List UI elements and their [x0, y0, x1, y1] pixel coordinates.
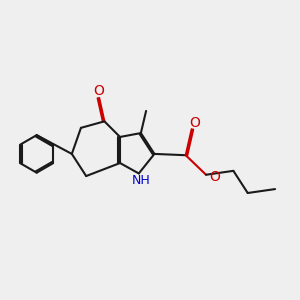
Text: methyl_hidden: methyl_hidden	[143, 103, 153, 105]
Text: O: O	[210, 170, 220, 184]
Text: O: O	[93, 84, 104, 98]
Text: O: O	[189, 116, 200, 130]
Text: NH: NH	[131, 174, 150, 187]
